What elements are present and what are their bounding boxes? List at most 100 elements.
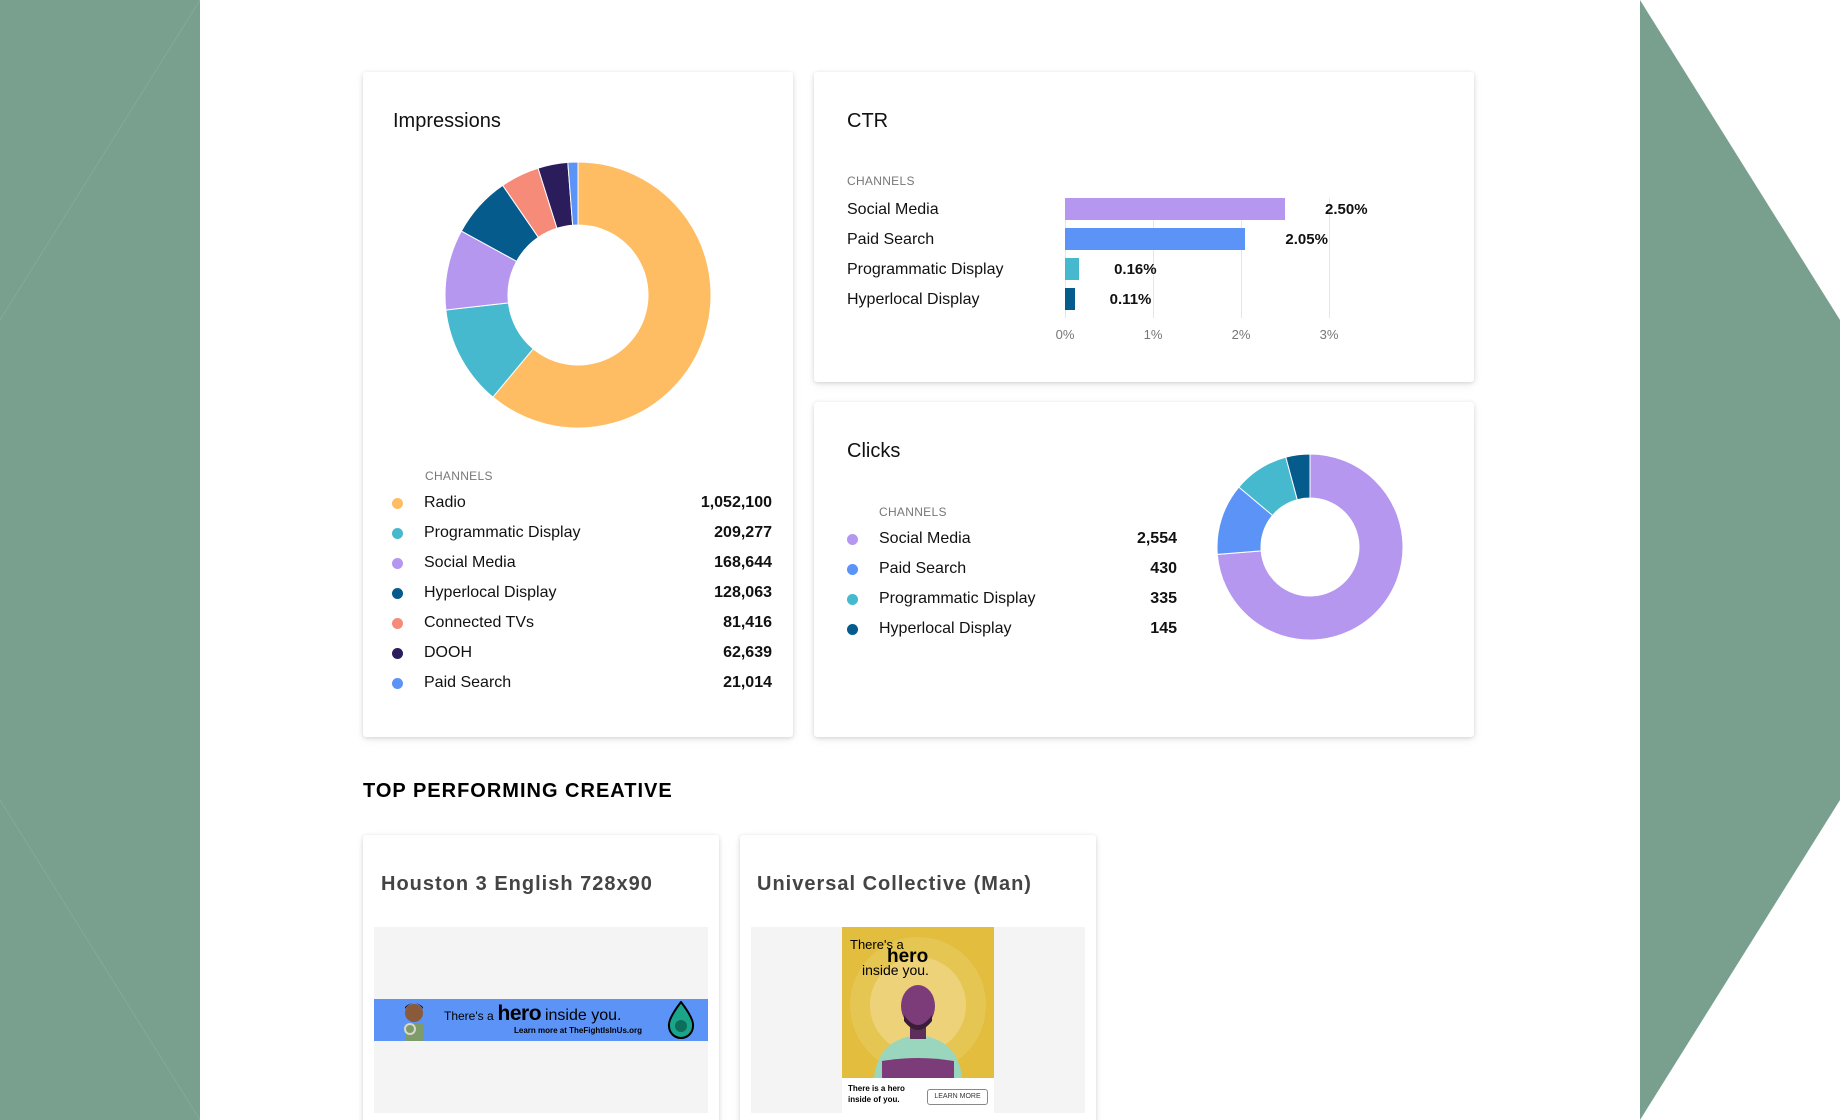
ctr-legend-header: CHANNELS: [847, 174, 915, 188]
left-side-decoration: [0, 0, 200, 1120]
legend-value: 335: [1150, 590, 1177, 607]
ctr-axis-tick: 0%: [1055, 327, 1075, 342]
legend-label: Hyperlocal Display: [879, 620, 1012, 637]
square-ad-line3: inside you.: [862, 962, 929, 978]
ctr-axis-tick: 2%: [1231, 327, 1251, 342]
banner-ad-drop-logo-icon: [666, 1000, 696, 1039]
ctr-gridline: [1153, 198, 1154, 318]
legend-color-dot: [392, 677, 403, 689]
legend-color-dot: [392, 647, 403, 659]
impressions-legend-item-programmatic-display[interactable]: Programmatic Display 209,277: [392, 521, 772, 545]
impressions-legend-item-dooh[interactable]: DOOH 62,639: [392, 641, 772, 665]
square-ad-caption: There is a hero inside of you.: [848, 1084, 905, 1104]
impressions-legend-item-radio[interactable]: Radio 1,052,100: [392, 491, 772, 515]
banner-ad-headline: There's a hero inside you.: [444, 1002, 621, 1026]
legend-value: 168,644: [714, 554, 772, 571]
ctr-gridline: [1241, 198, 1242, 318]
banner-ad-headline-hero: hero: [497, 1002, 542, 1025]
square-ad[interactable]: There's a hero inside you. There is a he…: [842, 927, 994, 1113]
square-ad-line2: hero: [887, 946, 929, 967]
ctr-title: CTR: [847, 110, 889, 132]
clicks-slice-hyperlocal-display[interactable]: [1285, 453, 1311, 501]
legend-color-dot: [392, 527, 403, 539]
ctr-bar-value-label: 2.50%: [1325, 201, 1368, 218]
impressions-legend-header: CHANNELS: [425, 469, 493, 483]
creative-card[interactable]: Universal Collective (Man) There's a her…: [740, 835, 1096, 1120]
ctr-channel-label: Social Media: [847, 201, 939, 218]
legend-color-dot: [392, 497, 403, 509]
creative-title: Houston 3 English 728x90: [381, 873, 653, 895]
clicks-legend-item-social-media[interactable]: Social Media 2,554: [847, 527, 1177, 551]
ctr-bar-programmatic-display[interactable]: [1065, 258, 1080, 280]
legend-value: 430: [1150, 560, 1177, 577]
banner-ad-subtext: Learn more at TheFightIsInUs.org: [514, 1026, 643, 1035]
legend-label: Paid Search: [424, 674, 512, 691]
clicks-legend-item-hyperlocal-display[interactable]: Hyperlocal Display 145: [847, 617, 1177, 641]
ctr-channel-label: Hyperlocal Display: [847, 291, 980, 308]
legend-label: Hyperlocal Display: [424, 584, 557, 601]
impressions-donut-chart: [444, 161, 712, 429]
impressions-legend-item-paid-search[interactable]: Paid Search 21,014: [392, 671, 772, 695]
legend-label: Programmatic Display: [879, 590, 1036, 607]
impressions-title: Impressions: [393, 110, 501, 132]
clicks-legend-header: CHANNELS: [879, 505, 947, 519]
impressions-legend-item-hyperlocal-display[interactable]: Hyperlocal Display 128,063: [392, 581, 772, 605]
ctr-card: CTR CHANNELS 0% 1% 2% 3% Social Media 2.50% Pa…: [814, 72, 1474, 382]
legend-color-dot: [847, 623, 858, 635]
legend-label: Social Media: [879, 530, 971, 547]
creative-card[interactable]: Houston 3 English 728x90 There's a hero …: [363, 835, 719, 1120]
legend-color-dot: [392, 557, 403, 569]
clicks-legend-item-programmatic-display[interactable]: Programmatic Display 335: [847, 587, 1177, 611]
impressions-slice-paid-search[interactable]: [567, 161, 579, 226]
legend-label: DOOH: [424, 644, 472, 661]
legend-color-dot: [847, 593, 858, 605]
creative-title: Universal Collective (Man): [757, 873, 1032, 895]
banner-ad-person-image: [396, 999, 430, 1041]
impressions-card: Impressions CHANNELS Radio 1,052,100 Progr…: [363, 72, 793, 737]
ctr-channel-label: Paid Search: [847, 231, 935, 248]
legend-color-dot: [392, 617, 403, 629]
impressions-legend-item-connected-tvs[interactable]: Connected TVs 81,416: [392, 611, 772, 635]
clicks-legend-item-paid-search[interactable]: Paid Search 430: [847, 557, 1177, 581]
banner-ad-headline-post: inside you.: [544, 1007, 622, 1024]
legend-value: 145: [1150, 620, 1177, 637]
banner-ad[interactable]: There's a hero inside you. Learn more at…: [374, 999, 708, 1041]
legend-color-dot: [392, 587, 403, 599]
right-side-decoration: [1640, 0, 1840, 1120]
legend-label: Programmatic Display: [424, 524, 581, 541]
legend-label: Paid Search: [879, 560, 967, 577]
ctr-bar-value-label: 0.16%: [1114, 261, 1157, 278]
legend-label: Connected TVs: [424, 614, 534, 631]
legend-value: 81,416: [723, 614, 772, 631]
clicks-slice-social-media[interactable]: [1216, 453, 1404, 641]
legend-value: 62,639: [723, 644, 772, 661]
ctr-bar-paid-search[interactable]: [1065, 228, 1246, 250]
creative-preview[interactable]: There's a hero inside you. There is a he…: [751, 927, 1085, 1113]
banner-ad-headline-pre: There's a: [444, 1009, 494, 1023]
clicks-card: Clicks CHANNELS Social Media 2,554 Paid Se…: [814, 402, 1474, 737]
legend-value: 2,554: [1136, 530, 1177, 547]
ctr-bar-social-media[interactable]: [1065, 198, 1285, 220]
legend-label: Social Media: [424, 554, 516, 571]
impressions-legend-item-social-media[interactable]: Social Media 168,644: [392, 551, 772, 575]
ctr-bar-value-label: 2.05%: [1285, 231, 1328, 248]
ctr-bar-value-label: 0.11%: [1109, 291, 1152, 308]
legend-label: Radio: [424, 494, 466, 511]
creative-preview[interactable]: There's a hero inside you. Learn more at…: [374, 927, 708, 1113]
legend-color-dot: [847, 533, 858, 545]
ctr-axis-tick: 3%: [1319, 327, 1339, 342]
square-ad-art: There's a hero inside you.: [842, 927, 994, 1078]
legend-value: 1,052,100: [700, 494, 772, 511]
ctr-axis-tick: 1%: [1143, 327, 1163, 342]
square-ad-line1: There's a: [850, 937, 904, 952]
legend-value: 128,063: [714, 584, 772, 601]
legend-value: 21,014: [723, 674, 772, 691]
impressions-slice-radio[interactable]: [492, 161, 712, 429]
ctr-gridline: [1329, 198, 1330, 318]
ctr-bar-hyperlocal-display[interactable]: [1065, 288, 1075, 310]
legend-color-dot: [847, 563, 858, 575]
legend-value: 209,277: [714, 524, 772, 541]
ctr-channel-label: Programmatic Display: [847, 261, 1004, 278]
square-ad-learn-more-button[interactable]: LEARN MORE: [927, 1089, 988, 1105]
clicks-donut-chart: [1216, 453, 1404, 641]
